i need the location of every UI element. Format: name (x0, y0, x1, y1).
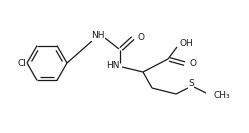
Text: OH: OH (179, 40, 193, 49)
Text: HN: HN (106, 61, 120, 70)
Text: NH: NH (91, 32, 105, 41)
Text: S: S (188, 80, 194, 88)
Text: O: O (189, 59, 196, 68)
Text: O: O (137, 32, 144, 41)
Text: CH₃: CH₃ (214, 90, 231, 99)
Text: Cl: Cl (17, 59, 26, 68)
